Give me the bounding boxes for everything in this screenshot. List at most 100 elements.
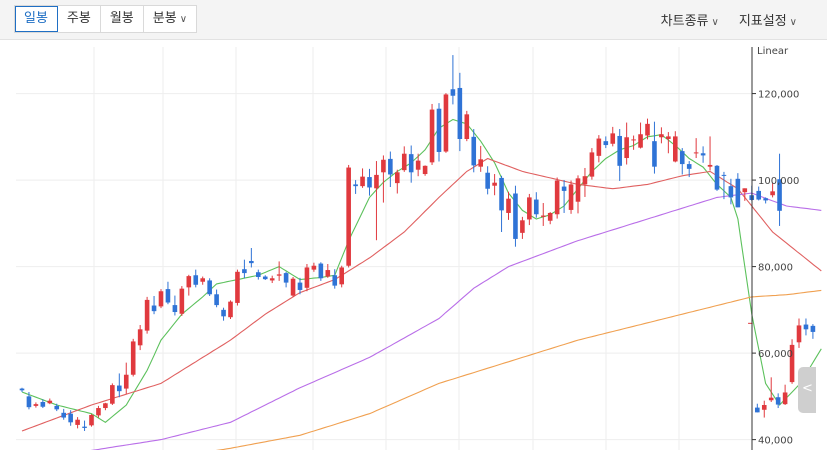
candle-body — [748, 322, 753, 324]
candle-body — [200, 278, 205, 282]
candle-body — [756, 190, 761, 200]
chart-toolbar: 일봉 주봉 월봉 분봉 ∨ 차트종류 ∨ 지표설정 ∨ — [0, 0, 827, 40]
indicator-settings-label: 지표설정 — [738, 14, 787, 29]
scale-label: Linear — [757, 46, 789, 57]
candle-body — [568, 184, 574, 210]
candle-body — [256, 272, 261, 277]
indicator-settings-dropdown[interactable]: 지표설정 ∨ — [739, 10, 797, 29]
candle-body — [75, 419, 80, 425]
y-tick-label: 120,000 — [758, 90, 799, 101]
chevron-left-icon: < — [802, 381, 813, 396]
candle-body — [151, 305, 157, 312]
candle-body — [796, 325, 802, 343]
candles — [19, 55, 816, 431]
candle-body — [810, 325, 816, 332]
candle-body — [728, 186, 734, 198]
candle-body — [610, 133, 616, 144]
candle-body — [436, 108, 442, 152]
side-panel-toggle[interactable]: < — [798, 367, 816, 413]
candle-body — [631, 139, 636, 141]
candle-body — [534, 199, 539, 215]
tab-minute[interactable]: 분봉 ∨ — [143, 6, 197, 32]
candle-body — [325, 270, 331, 277]
candle-body — [26, 396, 32, 408]
candle-body — [96, 408, 101, 416]
candle-body — [768, 397, 774, 401]
candle-body — [603, 141, 609, 146]
candle-body — [540, 215, 546, 217]
candle-body — [499, 177, 504, 211]
candle-body — [68, 413, 73, 423]
candle-body — [485, 172, 490, 189]
candle-body — [755, 407, 760, 413]
candle-body — [617, 135, 622, 166]
candle-body — [575, 178, 581, 202]
ma-5-line — [21, 118, 822, 423]
chart-type-dropdown[interactable]: 차트종류 ∨ — [661, 10, 719, 29]
candle-body — [339, 267, 344, 285]
candle-body — [673, 136, 678, 162]
candle-body — [318, 263, 324, 279]
candle-body — [221, 309, 226, 317]
chevron-down-icon: ∨ — [789, 17, 797, 28]
candle-body — [290, 278, 296, 296]
candle-body — [214, 294, 219, 306]
candle-body — [478, 159, 483, 167]
candle-body — [464, 114, 470, 139]
candle-body — [422, 165, 428, 175]
candle-body — [54, 405, 60, 410]
candle-body — [367, 177, 372, 188]
candle-body — [179, 288, 185, 314]
tab-weekly[interactable]: 주봉 — [57, 6, 101, 32]
candle-body — [89, 414, 94, 426]
candle-body — [297, 282, 303, 290]
candle-body — [144, 299, 150, 331]
candle-body — [775, 397, 781, 405]
candle-body — [228, 301, 233, 318]
chevron-down-icon: ∨ — [711, 17, 719, 28]
tab-daily[interactable]: 일봉 — [15, 6, 58, 32]
candle-body — [707, 164, 713, 167]
candle-body — [262, 276, 268, 280]
candle-body — [527, 197, 532, 220]
candle-body — [374, 174, 379, 189]
candle-body — [596, 138, 602, 156]
candle-body — [547, 212, 553, 221]
candle-body — [721, 174, 727, 176]
candle-body — [471, 136, 477, 166]
candlestick-chart[interactable]: Linear 120,000 100,000 80,000 60,000 40,000 — [16, 41, 827, 454]
candle-body — [346, 167, 351, 266]
y-tick-label: 40,000 — [758, 436, 793, 447]
candle-body — [311, 265, 317, 270]
candle-body — [589, 152, 595, 177]
candle-body — [235, 271, 240, 303]
price-axis: 120,000 100,000 80,000 60,000 40,000 — [752, 90, 799, 447]
candle-body — [123, 374, 129, 389]
candle-body — [761, 405, 767, 410]
candle-body — [110, 385, 115, 404]
candle-body — [513, 193, 518, 239]
candle-body — [742, 188, 748, 193]
candle-body — [242, 269, 247, 274]
candle-body — [283, 273, 289, 283]
candle-body — [103, 403, 108, 409]
candle-body — [207, 280, 212, 295]
candle-body — [582, 176, 588, 185]
candle-body — [520, 220, 525, 233]
chevron-down-icon: ∨ — [179, 14, 188, 25]
candle-body — [61, 412, 66, 418]
candle-body — [782, 392, 788, 405]
chart-canvas[interactable]: Linear 120,000 100,000 80,000 60,000 40,000 — [16, 41, 827, 454]
candle-body — [492, 182, 497, 186]
candle-body — [777, 179, 782, 211]
ma-60-line — [65, 192, 822, 454]
candle-body — [457, 87, 463, 139]
candle-body — [388, 158, 393, 175]
tab-monthly[interactable]: 월봉 — [100, 6, 144, 32]
candle-body — [395, 172, 400, 184]
candle-body — [304, 267, 310, 288]
candle-body — [693, 152, 699, 154]
candle-body — [269, 278, 275, 281]
candle-body — [554, 180, 560, 215]
candle-body — [770, 191, 775, 196]
